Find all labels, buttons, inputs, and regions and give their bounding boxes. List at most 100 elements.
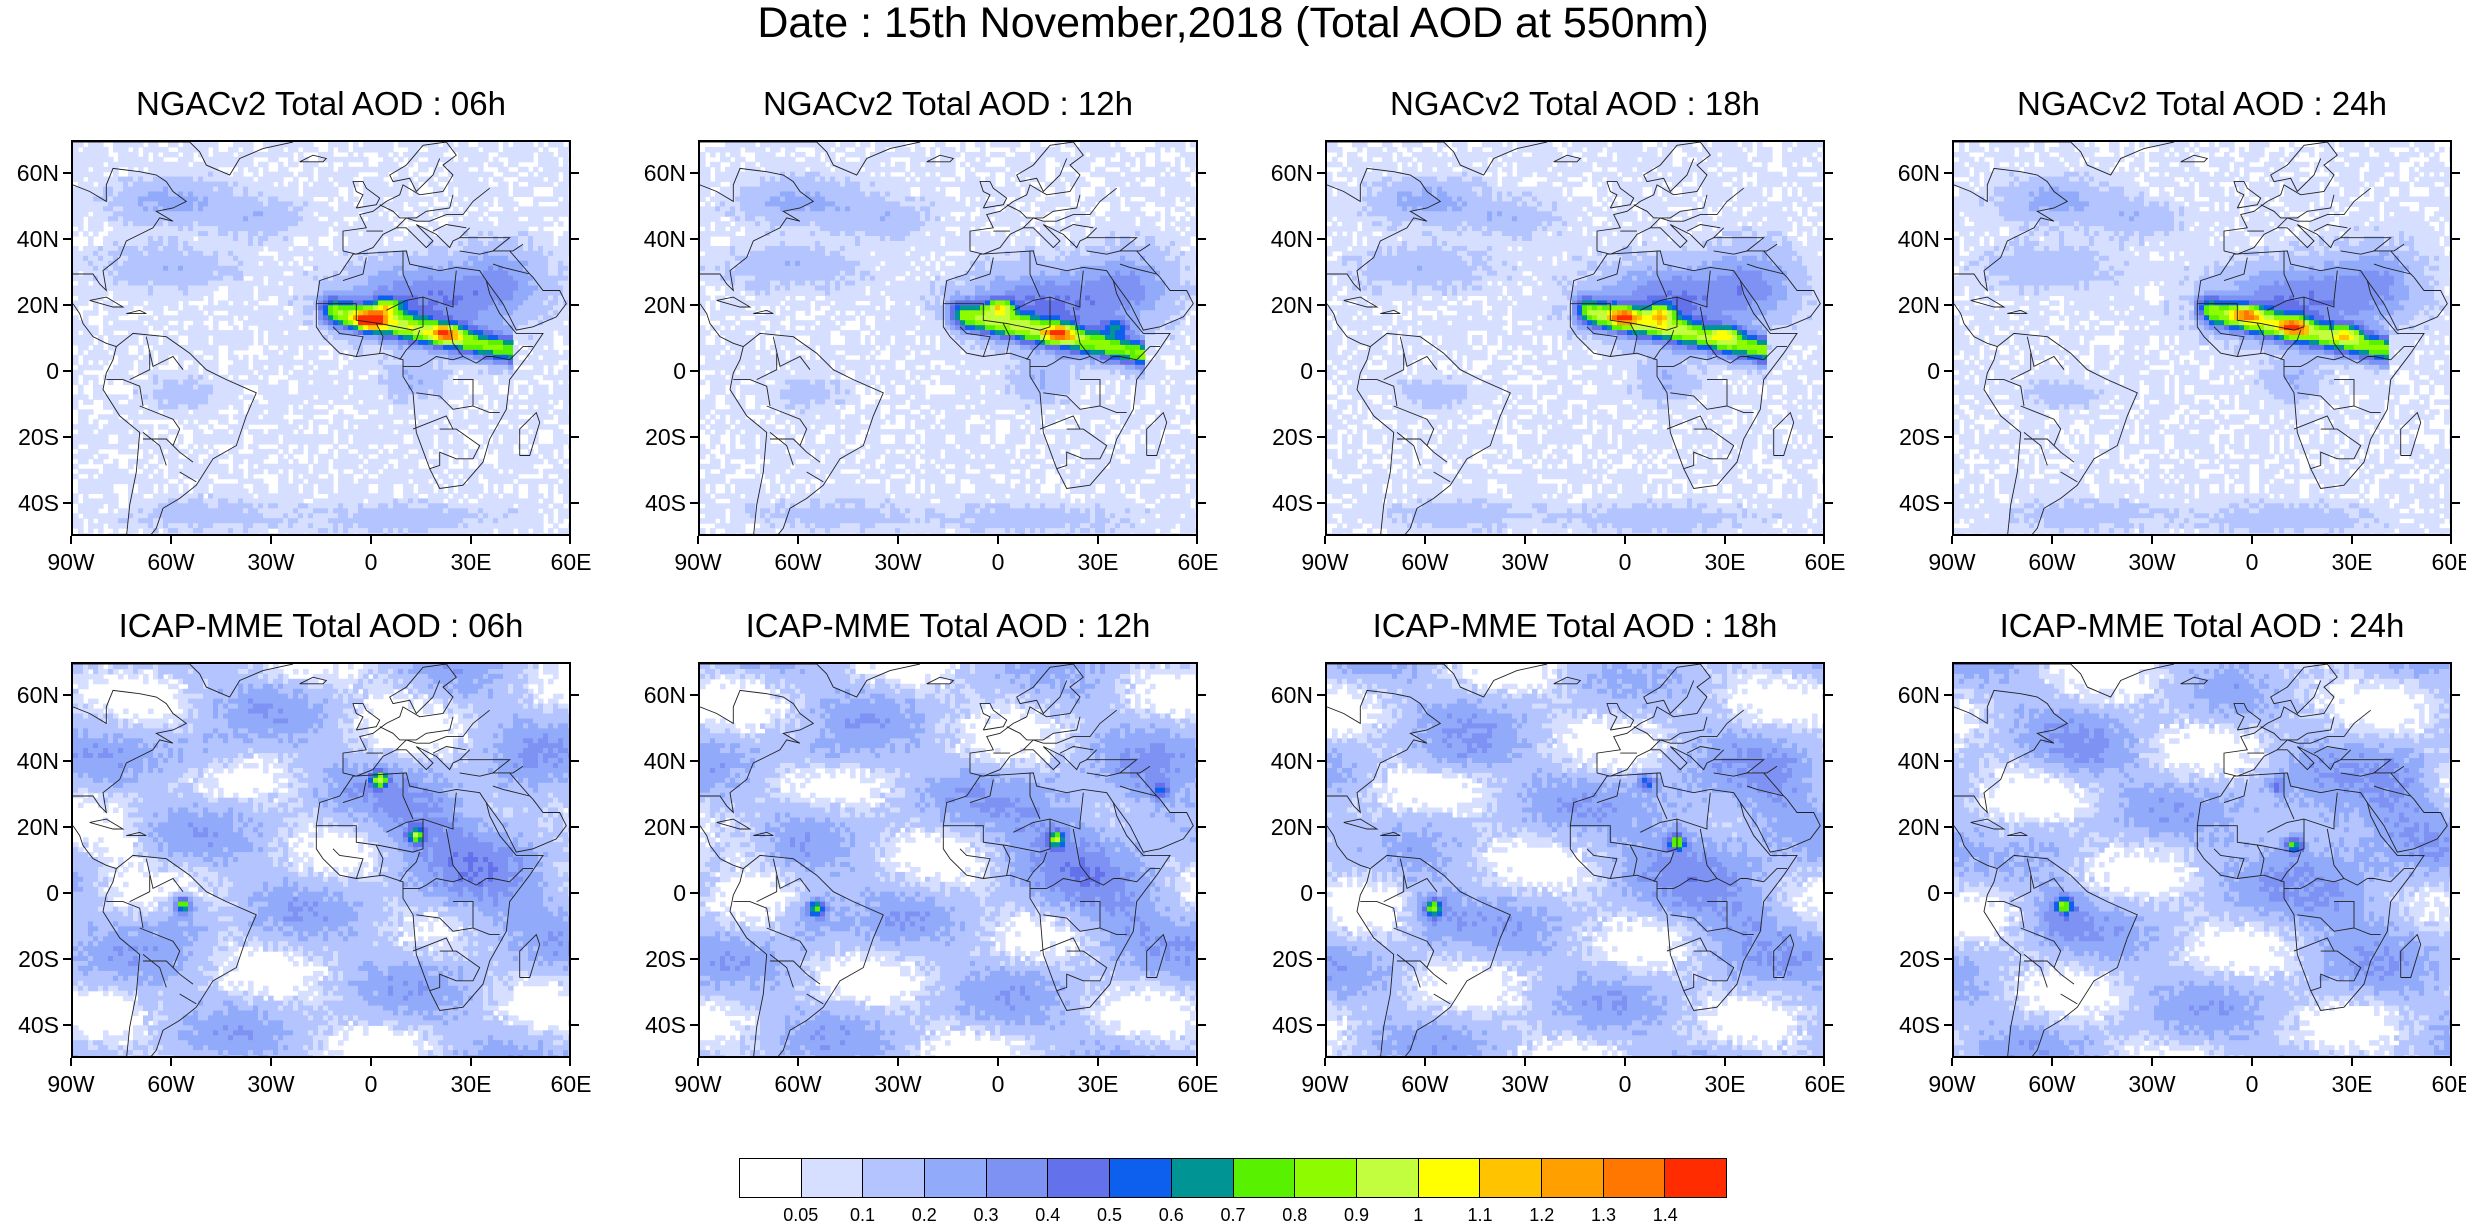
latitude-label: 40N (644, 749, 686, 773)
latitude-label: 20S (645, 425, 686, 449)
longitude-tick (170, 536, 172, 544)
aod-field (700, 664, 1198, 1058)
latitude-tick (1944, 760, 1952, 762)
latitude-tick (2452, 502, 2460, 504)
latitude-tick (2452, 958, 2460, 960)
latitude-tick (571, 370, 579, 372)
colorbar-swatch (987, 1159, 1049, 1197)
latitude-tick (63, 304, 71, 306)
latitude-tick (690, 172, 698, 174)
longitude-tick (1951, 536, 1953, 544)
latitude-tick (1198, 1024, 1206, 1026)
aod-raster (73, 142, 571, 536)
colorbar-swatch (740, 1159, 802, 1197)
longitude-tick (797, 1058, 799, 1066)
aod-map (698, 140, 1198, 536)
longitude-tick (2351, 1058, 2353, 1066)
longitude-label: 60E (1785, 550, 1865, 574)
colorbar-label: 0.05 (771, 1206, 831, 1224)
longitude-label: 0 (2212, 1072, 2292, 1096)
latitude-label: 40S (18, 491, 59, 515)
longitude-label: 30W (231, 1072, 311, 1096)
latitude-label: 20S (18, 947, 59, 971)
longitude-label: 0 (958, 1072, 1038, 1096)
latitude-label: 40S (1899, 491, 1940, 515)
latitude-tick (571, 694, 579, 696)
latitude-tick (1317, 694, 1325, 696)
colorbar-label: 1.4 (1635, 1206, 1695, 1224)
longitude-tick (697, 1058, 699, 1066)
colorbar-swatch (863, 1159, 925, 1197)
latitude-tick (571, 304, 579, 306)
latitude-tick (1944, 826, 1952, 828)
longitude-label: 60W (758, 1072, 838, 1096)
aod-map (1325, 140, 1825, 536)
longitude-label: 30W (1485, 1072, 1565, 1096)
longitude-label: 0 (1585, 1072, 1665, 1096)
longitude-tick (370, 1058, 372, 1066)
latitude-tick (63, 694, 71, 696)
longitude-tick (1624, 1058, 1626, 1066)
longitude-label: 30E (1058, 1072, 1138, 1096)
latitude-tick (1317, 958, 1325, 960)
longitude-label: 60W (131, 1072, 211, 1096)
colorbar-label: 0.9 (1327, 1206, 1387, 1224)
latitude-tick (690, 238, 698, 240)
aod-field (700, 142, 1198, 536)
longitude-tick (997, 1058, 999, 1066)
latitude-label: 40N (1271, 749, 1313, 773)
panel-title: ICAP-MME Total AOD : 12h (638, 606, 1258, 646)
colorbar-label: 0.4 (1018, 1206, 1078, 1224)
longitude-tick (270, 1058, 272, 1066)
latitude-label: 40N (17, 749, 59, 773)
latitude-tick (2452, 238, 2460, 240)
latitude-tick (1198, 760, 1206, 762)
latitude-tick (690, 304, 698, 306)
longitude-tick (2151, 1058, 2153, 1066)
colorbar-swatch (1542, 1159, 1604, 1197)
longitude-label: 60W (131, 550, 211, 574)
latitude-tick (690, 958, 698, 960)
latitude-label: 0 (46, 881, 59, 905)
colorbar-label: 0.1 (833, 1206, 893, 1224)
longitude-label: 30E (1058, 550, 1138, 574)
latitude-tick (63, 502, 71, 504)
latitude-tick (1825, 238, 1833, 240)
colorbar-label: 0.8 (1265, 1206, 1325, 1224)
latitude-tick (2452, 694, 2460, 696)
latitude-tick (571, 502, 579, 504)
panel-title: NGACv2 Total AOD : 06h (11, 84, 631, 124)
colorbar-swatch (802, 1159, 864, 1197)
latitude-tick (2452, 760, 2460, 762)
longitude-tick (569, 536, 571, 544)
figure-title: Date : 15th November,2018 (Total AOD at … (0, 0, 2466, 46)
latitude-label: 40S (1272, 1013, 1313, 1037)
longitude-tick (1196, 536, 1198, 544)
aod-raster (700, 142, 1198, 536)
longitude-label: 60E (1158, 550, 1238, 574)
longitude-label: 30W (858, 1072, 938, 1096)
latitude-label: 60N (644, 161, 686, 185)
latitude-tick (1944, 172, 1952, 174)
aod-map (71, 140, 571, 536)
aod-field (73, 142, 571, 536)
latitude-tick (571, 238, 579, 240)
longitude-label: 30E (431, 1072, 511, 1096)
latitude-tick (1317, 1024, 1325, 1026)
latitude-tick (1944, 370, 1952, 372)
latitude-label: 60N (1271, 683, 1313, 707)
colorbar-swatch (925, 1159, 987, 1197)
colorbar-swatch (1480, 1159, 1542, 1197)
longitude-tick (2351, 536, 2353, 544)
longitude-tick (1624, 536, 1626, 544)
latitude-tick (1198, 304, 1206, 306)
latitude-tick (1944, 1024, 1952, 1026)
longitude-tick (2051, 1058, 2053, 1066)
longitude-label: 30E (1685, 1072, 1765, 1096)
longitude-label: 90W (1912, 550, 1992, 574)
latitude-tick (63, 958, 71, 960)
latitude-tick (571, 826, 579, 828)
latitude-tick (571, 760, 579, 762)
